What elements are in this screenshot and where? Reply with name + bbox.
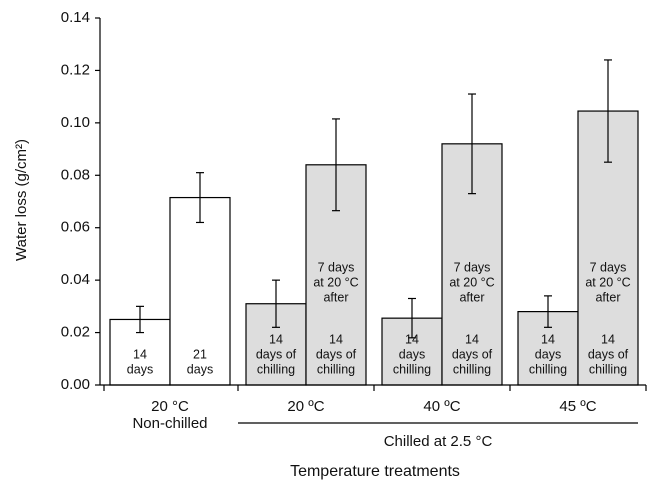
bar-label: days — [535, 347, 561, 361]
bar-label: chilling — [393, 362, 431, 376]
y-tick-label: 0.14 — [61, 9, 90, 26]
bar-top-label: at 20 °C — [449, 275, 494, 289]
group-label: Non-chilled — [132, 415, 207, 432]
bar-label: 14 — [133, 347, 147, 361]
bar-top-label: after — [323, 290, 348, 304]
bar-label: 14 — [269, 332, 283, 346]
bar-top-label: after — [595, 290, 620, 304]
group-label: 40 ºC — [423, 398, 460, 415]
y-tick-label: 0.00 — [61, 376, 90, 393]
bar-label: 21 — [193, 347, 207, 361]
y-axis-title: Water loss (g/cm²) — [13, 139, 30, 261]
bar-label: chilling — [453, 362, 491, 376]
group-label: 45 ºC — [559, 398, 596, 415]
bar-label: chilling — [529, 362, 567, 376]
group-label: 20 ºC — [287, 398, 324, 415]
bar-label: 14 — [329, 332, 343, 346]
bar-top-label: 7 days — [318, 260, 355, 274]
bar-label: chilling — [257, 362, 295, 376]
y-tick-label: 0.10 — [61, 114, 90, 131]
bar-label: days — [127, 362, 153, 376]
bar-label: 14 — [465, 332, 479, 346]
bar-label: days of — [316, 347, 357, 361]
bar-label: days of — [256, 347, 297, 361]
y-tick-label: 0.08 — [61, 166, 90, 183]
bar-top-label: 7 days — [590, 260, 627, 274]
x-axis-title: Temperature treatments — [290, 463, 460, 480]
bar-label: 14 — [541, 332, 555, 346]
bar-label: 14 — [601, 332, 615, 346]
bar-top-label: at 20 °C — [313, 275, 358, 289]
bar-label: days — [187, 362, 213, 376]
y-tick-label: 0.12 — [61, 61, 90, 78]
bar-label: chilling — [317, 362, 355, 376]
bar-label: days — [399, 347, 425, 361]
y-tick-label: 0.02 — [61, 324, 90, 341]
group-label: 20 °C — [151, 398, 189, 415]
bracket-label: Chilled at 2.5 °C — [384, 433, 493, 450]
y-tick-label: 0.04 — [61, 271, 90, 288]
bar-label: chilling — [589, 362, 627, 376]
bar-top-label: after — [459, 290, 484, 304]
bar-top-label: at 20 °C — [585, 275, 630, 289]
bar-label: 14 — [405, 332, 419, 346]
y-tick-label: 0.06 — [61, 219, 90, 236]
bar-label: days of — [588, 347, 629, 361]
bar-label: days of — [452, 347, 493, 361]
bar-top-label: 7 days — [454, 260, 491, 274]
